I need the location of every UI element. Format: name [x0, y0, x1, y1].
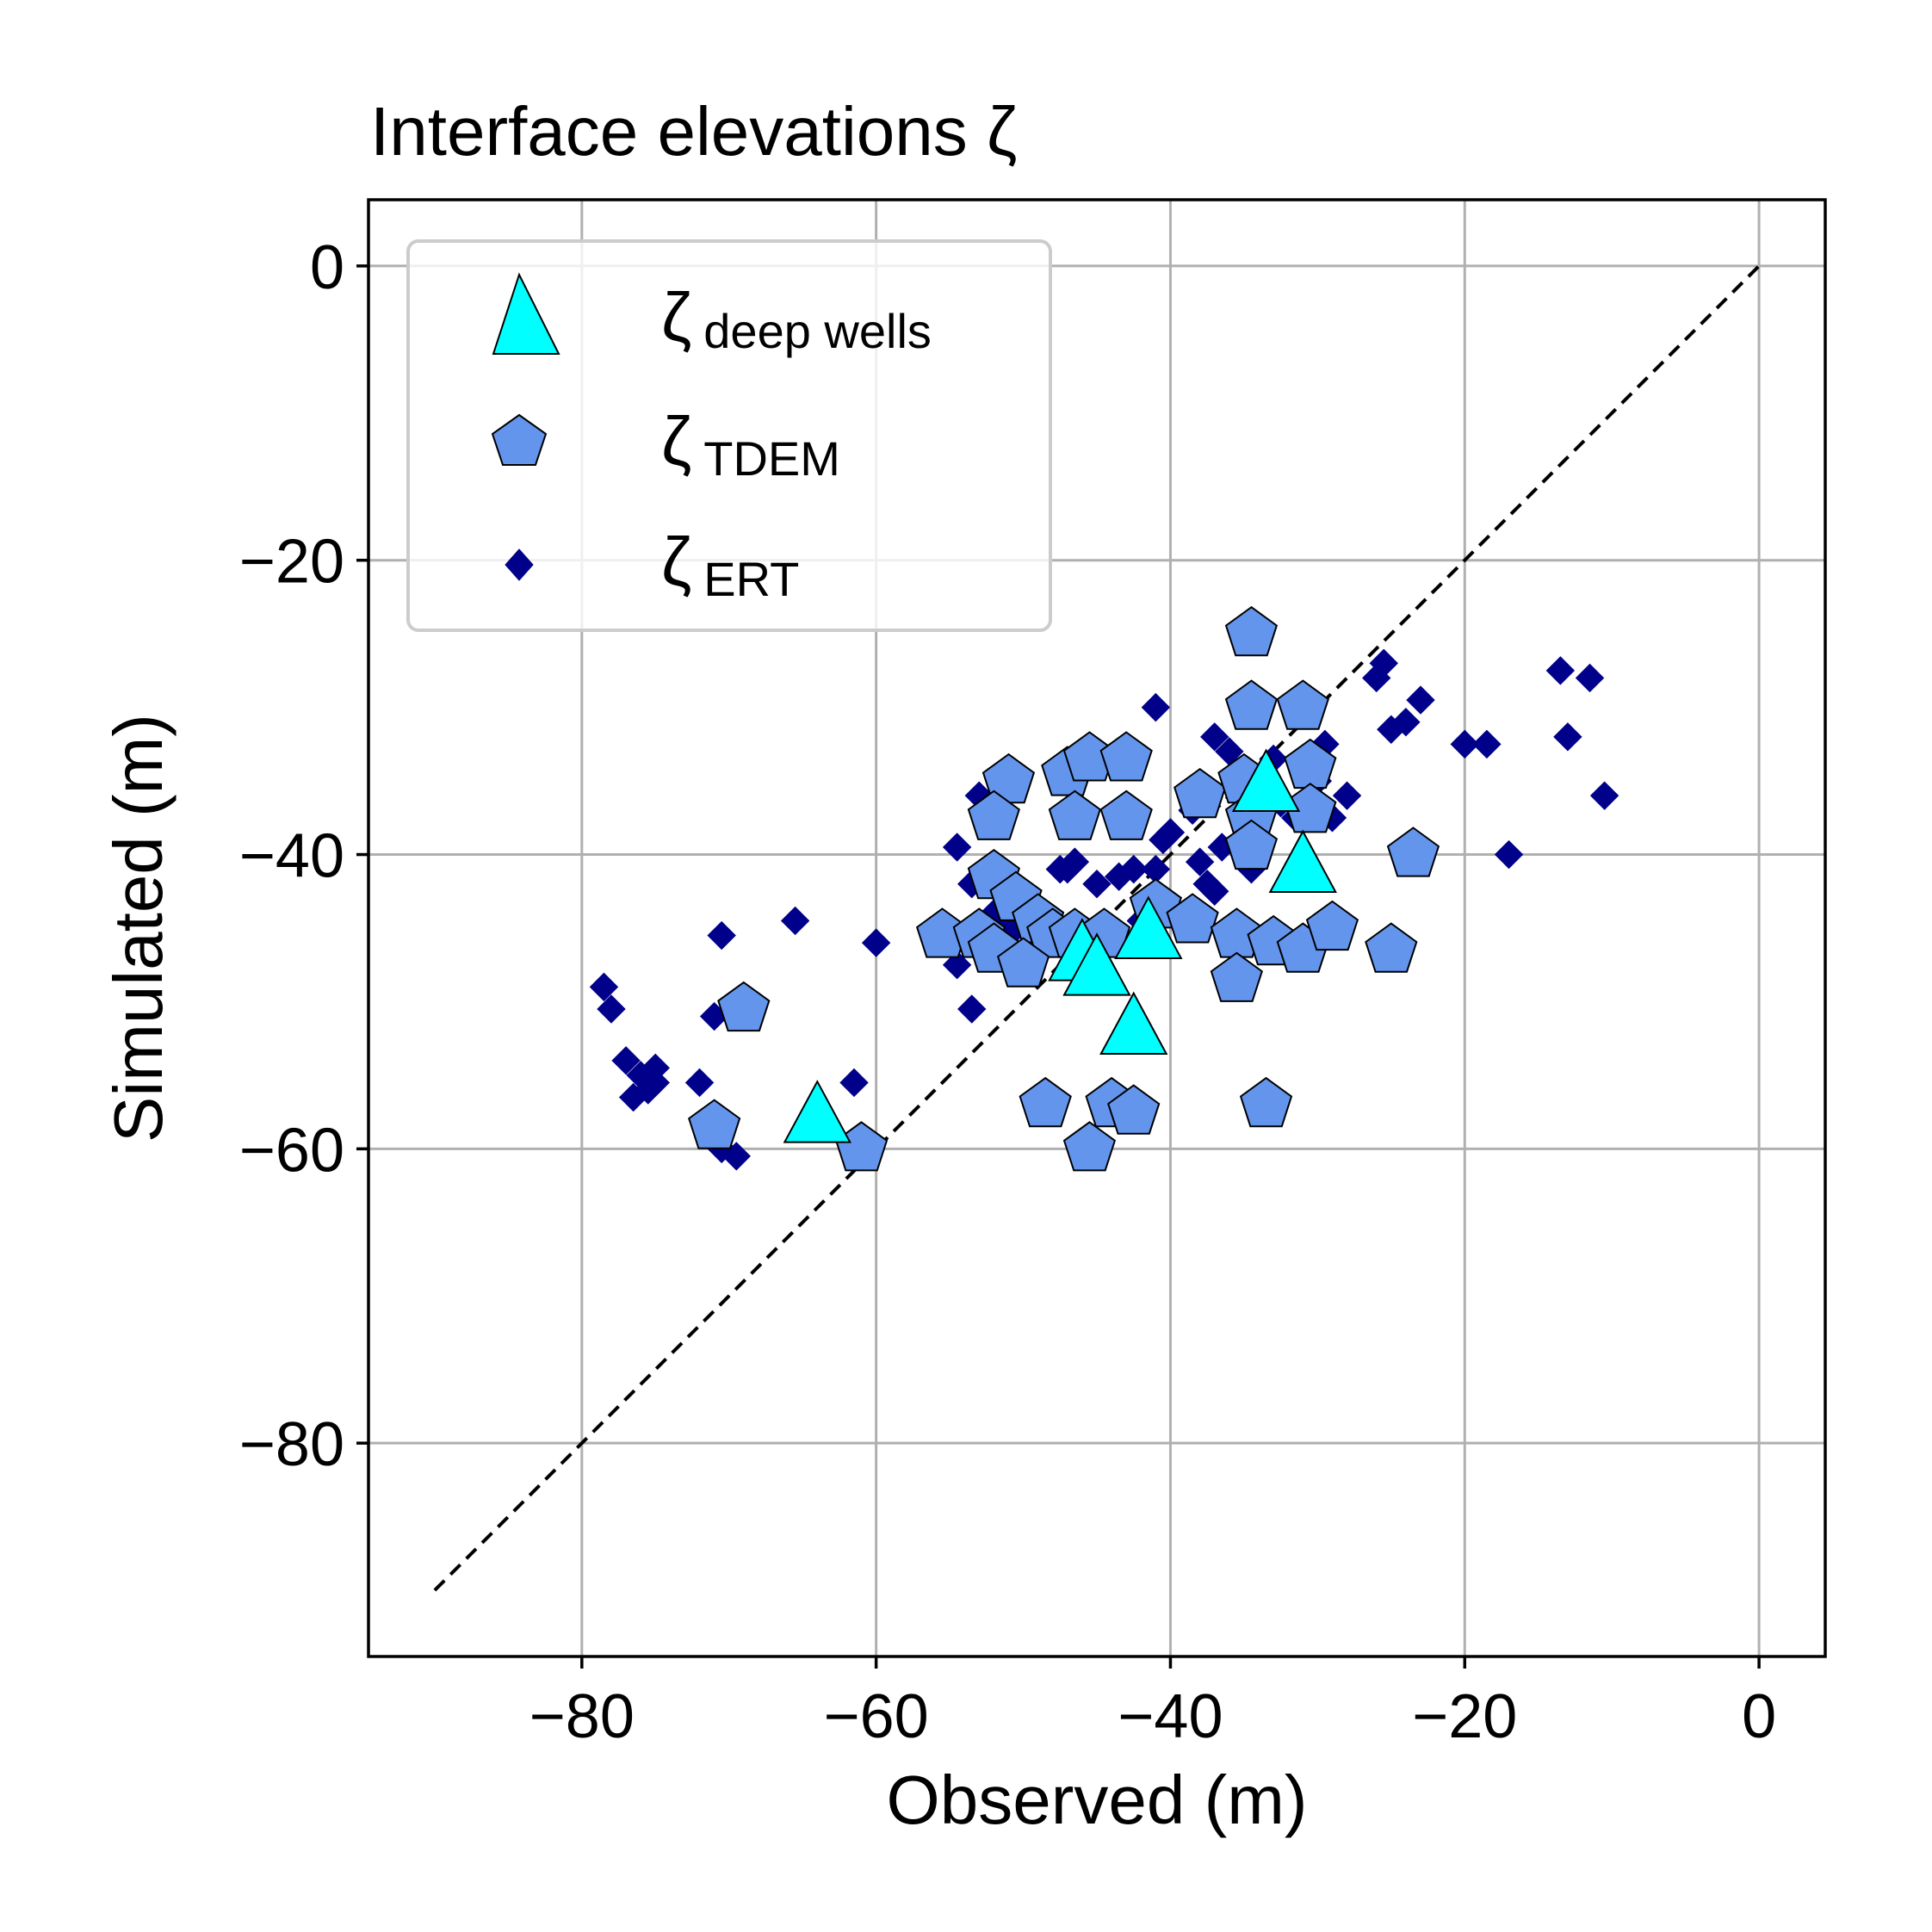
- x-tick-label: −60: [824, 1682, 929, 1751]
- ert-point: [1472, 729, 1502, 759]
- tdem-point: [1276, 679, 1329, 730]
- tdem-point: [1062, 1121, 1117, 1172]
- plot-frame: [367, 198, 1827, 1658]
- tdem-point: [1365, 922, 1418, 973]
- y-tick-label: −60: [239, 1116, 344, 1185]
- tdem-point: [1048, 790, 1101, 840]
- legend: ζ deep wells ζ TDEM ζ ERT: [406, 239, 1052, 632]
- ert-point: [1406, 685, 1435, 715]
- ert-point: [611, 1046, 641, 1075]
- ert-point: [1119, 854, 1149, 884]
- ert-point: [1141, 692, 1171, 722]
- tdem-point: [1386, 827, 1440, 877]
- ert-point: [1589, 781, 1619, 810]
- ert-point: [1494, 839, 1524, 870]
- ert-point: [1545, 656, 1576, 685]
- ert-point: [721, 1142, 751, 1171]
- y-axis-label: Simulated (m): [100, 714, 176, 1142]
- ert-point: [1553, 722, 1582, 752]
- y-axis-ticks: 0 −20 −40 −60 −80: [239, 233, 368, 1479]
- plot-area: [367, 198, 1827, 1658]
- ert-point: [839, 1068, 869, 1098]
- y-tick-label: −40: [239, 822, 344, 891]
- tdem-point: [1019, 1076, 1072, 1128]
- tdem-point: [1099, 790, 1153, 840]
- deep-well-point: [1114, 895, 1183, 959]
- ert-point: [1200, 876, 1229, 906]
- y-tick-label: 0: [310, 233, 344, 302]
- legend-label-deep-wells: ζ deep wells: [661, 279, 932, 358]
- ert-point: [1155, 818, 1186, 847]
- ert-point: [1575, 663, 1605, 693]
- legend-entry-deep-wells: ζ deep wells: [492, 272, 932, 358]
- tdem-point: [1224, 605, 1279, 657]
- tdem-point: [1099, 731, 1153, 782]
- tdem-point: [717, 981, 771, 1032]
- ert-point: [780, 906, 810, 936]
- ert-point: [684, 1068, 715, 1098]
- legend-pentagon-marker: [491, 413, 548, 466]
- legend-entry-ert: ζ ERT: [505, 523, 799, 606]
- deep-well-point: [1099, 991, 1168, 1056]
- x-axis-label: Observed (m): [887, 1762, 1308, 1838]
- series-deep-wells: [783, 748, 1337, 1143]
- ert-point: [1200, 722, 1229, 752]
- chart-title: Interface elevations ζ: [370, 93, 1017, 170]
- legend-entry-tdem: ζ TDEM: [491, 403, 840, 486]
- x-tick-label: −80: [529, 1682, 635, 1751]
- tdem-point: [1107, 1084, 1161, 1135]
- deep-well-point: [783, 1080, 851, 1143]
- ert-point: [707, 920, 736, 951]
- ert-point: [861, 928, 891, 957]
- tdem-point: [1239, 1076, 1293, 1128]
- legend-triangle-marker: [492, 272, 560, 355]
- tdem-point: [1224, 819, 1279, 870]
- ert-point: [597, 994, 626, 1024]
- ert-point: [942, 951, 972, 980]
- legend-diamond-marker: [505, 548, 534, 581]
- legend-frame: [406, 239, 1052, 632]
- legend-label-tdem: ζ TDEM: [661, 403, 840, 486]
- x-tick-label: 0: [1742, 1682, 1776, 1751]
- tdem-point: [1166, 893, 1219, 944]
- deep-well-point: [1062, 932, 1131, 996]
- deep-well-point: [1231, 748, 1301, 813]
- x-axis-ticks: −80 −60 −40 −20 0: [529, 1656, 1776, 1751]
- ert-point: [1060, 847, 1090, 876]
- tdem-point: [1305, 900, 1359, 951]
- ert-point: [589, 972, 619, 1002]
- tdem-point: [996, 937, 1050, 988]
- tdem-point: [688, 1099, 741, 1149]
- ert-point: [1450, 729, 1479, 759]
- ert-point: [942, 833, 972, 862]
- ert-point: [1332, 781, 1362, 810]
- x-tick-label: −40: [1118, 1682, 1223, 1751]
- ert-point: [1391, 708, 1421, 737]
- ert-point: [641, 1068, 670, 1098]
- ert-point: [1185, 847, 1215, 876]
- y-tick-label: −20: [239, 528, 344, 597]
- ert-point: [1082, 870, 1112, 899]
- tdem-point: [1224, 679, 1279, 730]
- tdem-point: [1173, 767, 1227, 819]
- ert-point: [957, 994, 987, 1024]
- legend-label-ert: ζ ERT: [661, 523, 799, 606]
- ert-point: [1369, 648, 1398, 678]
- y-tick-label: −80: [239, 1410, 344, 1479]
- x-tick-label: −20: [1412, 1682, 1517, 1751]
- tdem-point: [1210, 951, 1263, 1002]
- tdem-point: [967, 790, 1020, 840]
- deep-well-point: [1268, 829, 1337, 894]
